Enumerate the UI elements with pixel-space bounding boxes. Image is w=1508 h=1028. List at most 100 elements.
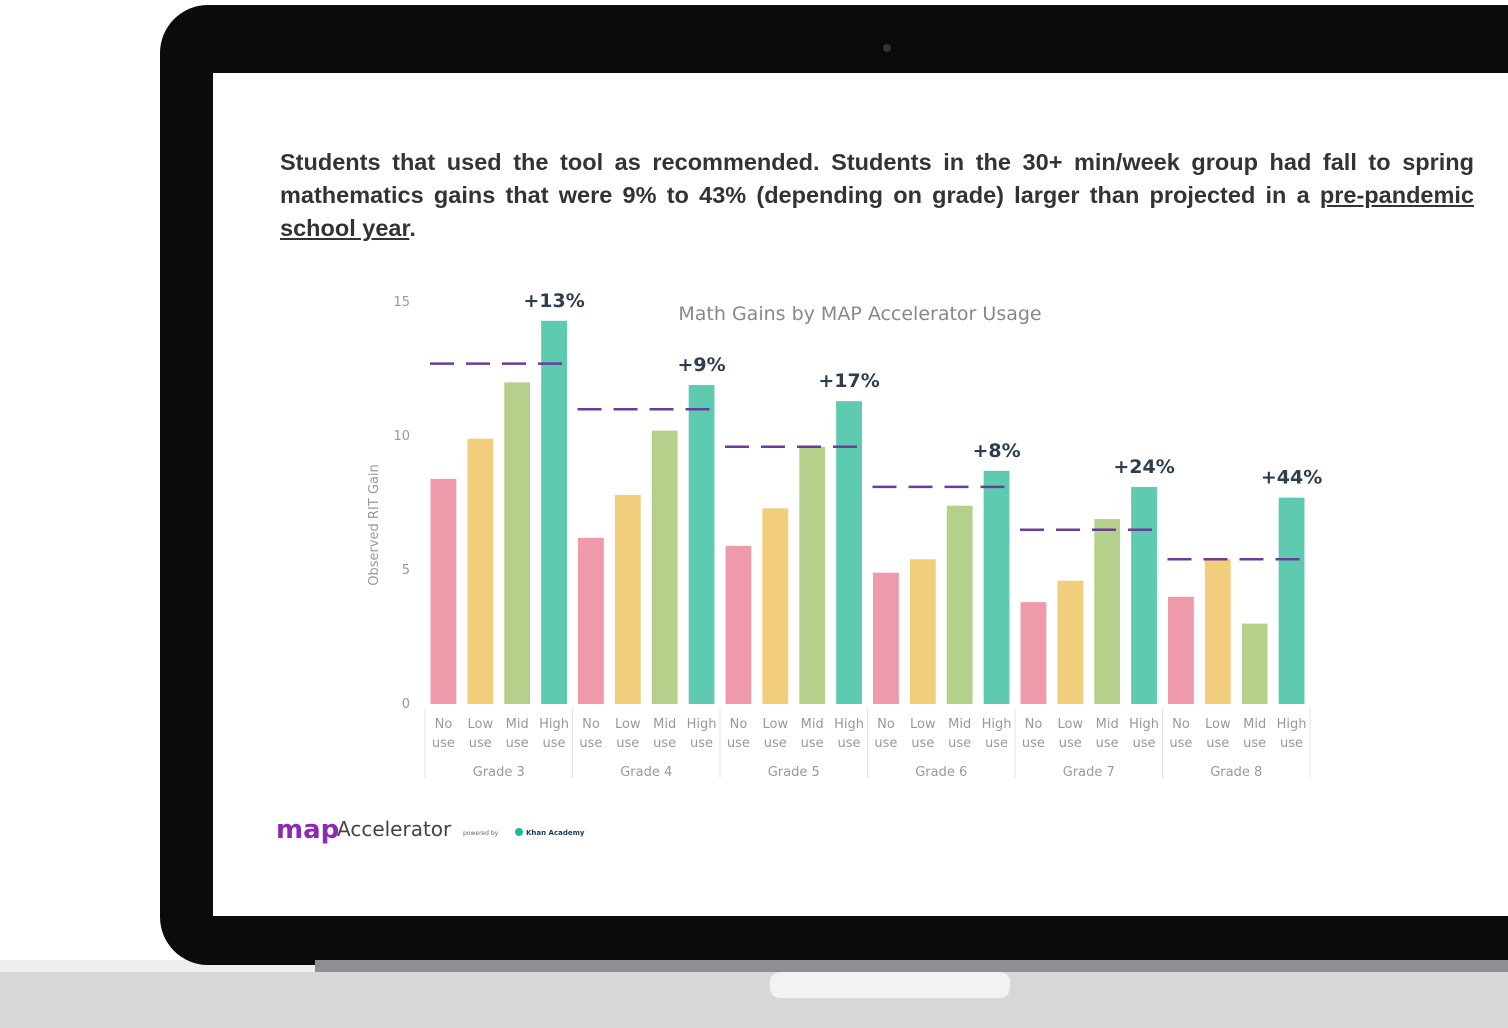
x-tick-word: use — [1133, 736, 1156, 751]
x-tick-word: use — [690, 736, 713, 751]
bar — [689, 385, 715, 704]
bar — [1094, 519, 1120, 704]
x-tick-word: Low — [468, 717, 494, 732]
x-tick-word: use — [948, 736, 971, 751]
group-label: Grade 5 — [768, 765, 820, 780]
x-tick-word: use — [801, 736, 824, 751]
annotation: +17% — [818, 370, 879, 392]
x-tick-word: use — [727, 736, 750, 751]
bar — [541, 321, 567, 704]
x-tick-word: No — [1025, 717, 1043, 732]
x-tick-word: use — [543, 736, 566, 751]
x-tick-word: No — [1172, 717, 1190, 732]
logo-powered: powered by — [463, 830, 499, 837]
x-tick-word: Mid — [948, 717, 971, 732]
logo-partner: Khan Academy — [526, 829, 585, 837]
hinge — [315, 960, 1508, 972]
group-label: Grade 6 — [915, 765, 967, 780]
bar — [799, 447, 825, 704]
y-tick-label: 10 — [393, 429, 410, 444]
x-tick-word: use — [1280, 736, 1303, 751]
y-tick-label: 15 — [393, 295, 410, 310]
bar — [984, 471, 1010, 704]
bar — [652, 431, 678, 704]
x-tick-word: use — [506, 736, 529, 751]
x-tick-word: High — [539, 717, 569, 732]
x-tick-word: No — [435, 717, 453, 732]
bar — [726, 546, 752, 704]
annotation: +24% — [1113, 456, 1174, 478]
x-tick-word: use — [616, 736, 639, 751]
x-tick-word: No — [730, 717, 748, 732]
bar — [947, 506, 973, 704]
logo-brand: map — [276, 815, 339, 845]
laptop-notch — [770, 972, 1010, 998]
x-tick-word: use — [838, 736, 861, 751]
x-tick-word: Low — [615, 717, 641, 732]
x-tick-word: Low — [910, 717, 936, 732]
bar — [873, 573, 899, 704]
x-tick-word: Mid — [653, 717, 676, 732]
page: Math Gains by MAP Accelerator Usage Obse… — [0, 0, 1508, 1028]
x-tick-word: use — [432, 736, 455, 751]
x-tick-word: No — [877, 717, 895, 732]
x-tick-word: High — [1277, 717, 1307, 732]
x-tick-word: use — [579, 736, 602, 751]
bar — [615, 495, 641, 704]
bar — [910, 559, 936, 704]
x-tick-word: use — [1096, 736, 1119, 751]
y-tick-label: 0 — [402, 697, 410, 712]
annotation: +13% — [523, 290, 584, 312]
x-tick-word: Mid — [1243, 717, 1266, 732]
x-tick-word: use — [469, 736, 492, 751]
chart-title: Math Gains by MAP Accelerator Usage — [678, 303, 1041, 325]
x-tick-word: use — [1022, 736, 1045, 751]
x-tick-word: No — [582, 717, 600, 732]
x-tick-word: Low — [1205, 717, 1231, 732]
x-tick-word: High — [687, 717, 717, 732]
annotation: +44% — [1261, 467, 1322, 489]
bar — [1131, 487, 1157, 704]
group-label: Grade 3 — [473, 765, 525, 780]
group-label: Grade 4 — [620, 765, 672, 780]
x-tick-word: High — [834, 717, 864, 732]
y-axis-label: Observed RIT Gain — [367, 464, 382, 586]
x-tick-word: Mid — [1096, 717, 1119, 732]
x-tick-word: Low — [1058, 717, 1084, 732]
khan-icon — [515, 828, 523, 836]
bar — [1242, 624, 1268, 704]
x-tick-word: use — [764, 736, 787, 751]
group-label: Grade 8 — [1210, 765, 1262, 780]
bar — [467, 439, 493, 704]
x-tick-word: Mid — [506, 717, 529, 732]
bar — [431, 479, 457, 704]
bar — [762, 508, 788, 704]
annotation: +8% — [972, 440, 1020, 462]
x-tick-word: use — [985, 736, 1008, 751]
bar — [1021, 602, 1047, 704]
annotation: +9% — [677, 354, 725, 376]
logo-product: Accelerator — [337, 817, 452, 841]
x-tick-word: use — [874, 736, 897, 751]
x-tick-word: use — [1206, 736, 1229, 751]
bar — [1279, 498, 1305, 704]
camera — [883, 44, 891, 52]
x-tick-word: High — [982, 717, 1012, 732]
x-tick-word: use — [1169, 736, 1192, 751]
x-tick-word: use — [911, 736, 934, 751]
x-tick-word: use — [653, 736, 676, 751]
x-tick-word: High — [1129, 717, 1159, 732]
y-tick-label: 5 — [402, 563, 410, 578]
bar — [578, 538, 604, 704]
description-end: . — [409, 215, 416, 241]
description-text: Students that used the tool as recommend… — [280, 149, 1474, 208]
bar — [504, 382, 530, 704]
bar — [1057, 581, 1083, 704]
bar — [1205, 559, 1231, 704]
x-tick-word: use — [1243, 736, 1266, 751]
x-tick-word: Low — [763, 717, 789, 732]
description: Students that used the tool as recommend… — [280, 146, 1474, 245]
bar — [1168, 597, 1194, 704]
x-tick-word: Mid — [801, 717, 824, 732]
x-tick-word: use — [1059, 736, 1082, 751]
